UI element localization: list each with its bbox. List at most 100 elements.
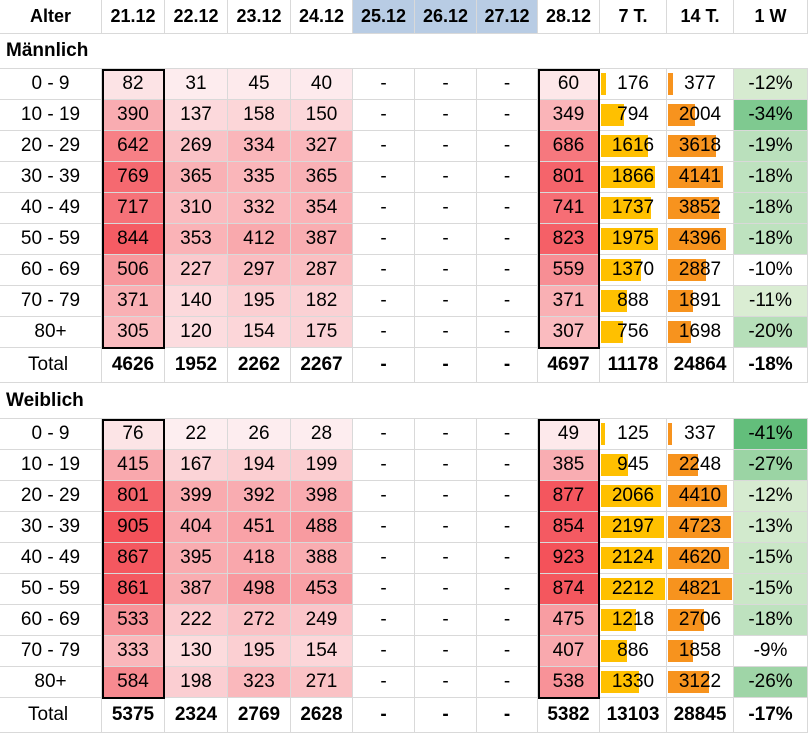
sum14-bar — [668, 640, 693, 662]
sum7-cell-value: 2124 — [611, 547, 655, 568]
sum14-bar — [668, 454, 698, 476]
age-label: 20 - 29 — [0, 481, 102, 512]
daily-value: 559 — [538, 255, 600, 286]
sum7-bar — [601, 73, 606, 95]
daily-value: - — [353, 667, 415, 698]
daily-value: 584 — [102, 667, 165, 698]
sum14-header: 14 T. — [667, 0, 734, 34]
daily-value: 305 — [102, 317, 165, 348]
change-value: -18% — [734, 224, 808, 255]
table-row: 10 - 19 390 137 158 150- - -349 794 2004 -34% — [0, 100, 808, 131]
date-header-0: 21.12 — [102, 0, 165, 34]
sum7-bar — [601, 228, 658, 250]
sum7-cell-value: 2066 — [611, 485, 655, 506]
age-label: 60 - 69 — [0, 605, 102, 636]
daily-value: - — [353, 512, 415, 543]
daily-value: 371 — [538, 286, 600, 317]
date-header-2: 23.12 — [228, 0, 291, 34]
sum14-cell: 3122 — [667, 667, 734, 698]
daily-value: 323 — [228, 667, 291, 698]
sum14-cell-value: 1891 — [678, 290, 722, 311]
daily-value: 390 — [102, 100, 165, 131]
sum14-cell: 337 — [667, 419, 734, 450]
daily-value: 40 — [291, 69, 353, 100]
sum7-cell-value: 2212 — [611, 578, 655, 599]
change-value: -15% — [734, 574, 808, 605]
total-label: Total — [0, 348, 102, 383]
sum14-cell: 1698 — [667, 317, 734, 348]
age-label: 10 - 19 — [0, 100, 102, 131]
daily-value: 140 — [165, 286, 228, 317]
daily-value: - — [353, 131, 415, 162]
sum7-cell-value: 794 — [617, 104, 649, 125]
daily-value: - — [353, 286, 415, 317]
daily-value: 45 — [228, 69, 291, 100]
sum14-cell-value: 377 — [684, 73, 716, 94]
daily-value: 451 — [228, 512, 291, 543]
daily-value: 877 — [538, 481, 600, 512]
age-label: 30 - 39 — [0, 512, 102, 543]
age-label: 10 - 19 — [0, 450, 102, 481]
sum14-cell: 377 — [667, 69, 734, 100]
sum7-cell-value: 176 — [617, 73, 649, 94]
sum14-bar — [668, 290, 693, 312]
sum7-cell-value: 888 — [617, 290, 649, 311]
table-row: 40 - 49 717 310 332 354- - -741 1737 3852 -18% — [0, 193, 808, 224]
sum7-cell: 1737 — [600, 193, 667, 224]
daily-value: - — [477, 481, 538, 512]
change-value: -13% — [734, 512, 808, 543]
change-value: -12% — [734, 69, 808, 100]
change-value: -34% — [734, 100, 808, 131]
sum7-cell: 1330 — [600, 667, 667, 698]
daily-value: - — [477, 636, 538, 667]
total-change: -18% — [734, 348, 808, 383]
daily-value: 387 — [291, 224, 353, 255]
daily-value: - — [353, 255, 415, 286]
sum7-cell: 1866 — [600, 162, 667, 193]
date-header-7: 28.12 — [538, 0, 600, 34]
change-value: -41% — [734, 419, 808, 450]
sum7-cell-value: 886 — [617, 640, 649, 661]
sum7-cell-value: 2197 — [611, 516, 655, 537]
sum14-bar — [668, 259, 706, 281]
age-label: 50 - 59 — [0, 224, 102, 255]
change-value: -20% — [734, 317, 808, 348]
sum7-cell: 1616 — [600, 131, 667, 162]
daily-value: 130 — [165, 636, 228, 667]
daily-value: - — [415, 543, 477, 574]
daily-value: 769 — [102, 162, 165, 193]
daily-value: 49 — [538, 419, 600, 450]
daily-value: 475 — [538, 605, 600, 636]
change-value: -18% — [734, 162, 808, 193]
table-row: 80+ 584 198 323 271- - -538 1330 3122 -26% — [0, 667, 808, 698]
daily-value: - — [415, 512, 477, 543]
daily-value: 60 — [538, 69, 600, 100]
daily-value: 310 — [165, 193, 228, 224]
daily-value: - — [415, 574, 477, 605]
daily-value: 297 — [228, 255, 291, 286]
sum7-cell: 2124 — [600, 543, 667, 574]
daily-value: - — [353, 100, 415, 131]
header-row: Alter 21.12 22.12 23.12 24.12 25.12 26.12 27.12… — [0, 0, 808, 34]
daily-value: 194 — [228, 450, 291, 481]
date-header-6: 27.12 — [477, 0, 538, 34]
daily-value: - — [415, 419, 477, 450]
age-label: 40 - 49 — [0, 543, 102, 574]
total-row: Total 4626 1952 2262 2267- - -4697 11178 24864 -1… — [0, 348, 808, 383]
daily-value: 271 — [291, 667, 353, 698]
sum7-cell: 1218 — [600, 605, 667, 636]
sum7-bar — [601, 454, 628, 476]
daily-value: - — [415, 255, 477, 286]
total-value: - — [415, 348, 477, 383]
age-label: 20 - 29 — [0, 131, 102, 162]
table-row: 10 - 19 415 167 194 199- - -385 945 2248 -27% — [0, 450, 808, 481]
age-label: 60 - 69 — [0, 255, 102, 286]
age-label: 70 - 79 — [0, 636, 102, 667]
sum14-cell: 4620 — [667, 543, 734, 574]
sum14-cell-value: 2887 — [678, 259, 722, 280]
daily-value: 353 — [165, 224, 228, 255]
daily-value: 31 — [165, 69, 228, 100]
daily-value: 415 — [102, 450, 165, 481]
sum14-cell: 4396 — [667, 224, 734, 255]
age-label: 80+ — [0, 317, 102, 348]
